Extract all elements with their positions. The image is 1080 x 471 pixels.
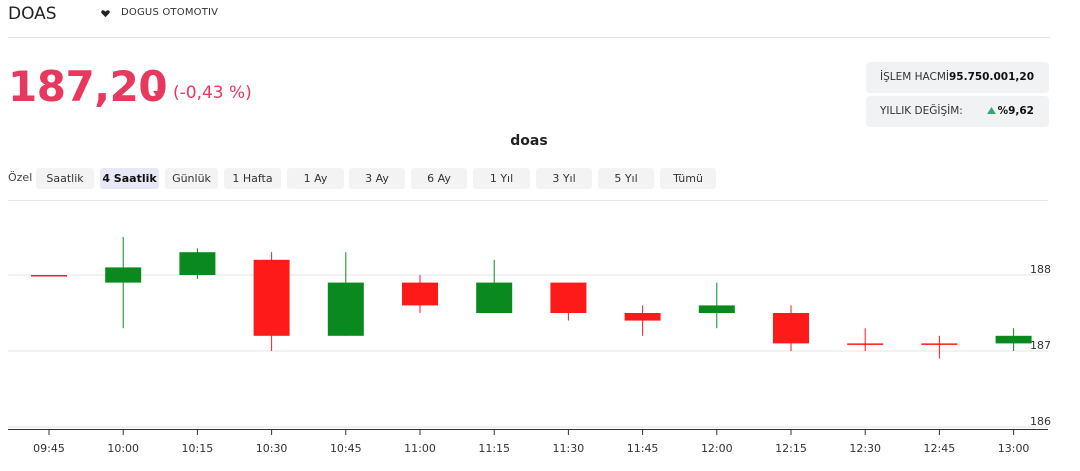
company-name[interactable]: DOGUS OTOMOTIV — [121, 7, 219, 18]
candle-body — [624, 313, 661, 321]
range-button-3-ay[interactable]: 3 Ay — [349, 168, 405, 189]
y-tick-label: 187 — [1030, 339, 1051, 352]
range-button-4-saatlik[interactable]: 4 Saatlik — [100, 168, 159, 189]
candle — [847, 328, 884, 351]
candle — [402, 275, 438, 313]
y-tick-label: 186 — [1030, 415, 1051, 428]
price-change-percent: (-0,43 %) — [173, 83, 252, 103]
candle-body — [253, 259, 290, 336]
x-tick-label: 10:15 — [182, 442, 214, 455]
x-tick-label: 12:45 — [924, 442, 956, 455]
candle — [773, 305, 809, 351]
x-tick-label: 11:30 — [553, 442, 585, 455]
range-button-tümü[interactable]: Tümü — [660, 168, 716, 189]
ticker-symbol: DOAS — [8, 4, 57, 24]
volume-label: İŞLEM HACMİ: — [880, 71, 953, 83]
range-button-1-hafta[interactable]: 1 Hafta — [224, 168, 281, 189]
y-tick-label: 188 — [1030, 263, 1051, 276]
custom-range-label[interactable]: Özel — [8, 171, 33, 184]
range-button-3-yıl[interactable]: 3 Yıl — [536, 168, 592, 189]
down-arrow-icon — [153, 91, 162, 98]
candle-body — [476, 282, 513, 313]
candle — [327, 252, 364, 336]
candle — [105, 237, 142, 329]
chart-title: doas — [510, 133, 548, 149]
range-button-6-ay[interactable]: 6 Ay — [411, 168, 467, 189]
up-arrow-icon — [987, 107, 996, 114]
x-tick-label: 12:15 — [775, 442, 807, 455]
yearly-change-value: %9,62 — [997, 105, 1034, 117]
candle-body — [921, 343, 958, 345]
range-button-saatlik[interactable]: Saatlik — [36, 168, 94, 189]
candle-body — [995, 335, 1032, 344]
x-tick-label: 11:00 — [404, 442, 436, 455]
range-button-günlük[interactable]: Günlük — [165, 168, 218, 189]
range-button-5-yıl[interactable]: 5 Yıl — [598, 168, 654, 189]
heart-dropdown-icon[interactable] — [101, 9, 110, 18]
candle — [179, 248, 216, 279]
x-tick-label: 09:45 — [33, 442, 65, 455]
yearly-change-label: YILLIK DEĞİŞİM: — [880, 105, 963, 117]
x-tick-label: 12:00 — [701, 442, 733, 455]
candle-body — [327, 282, 364, 336]
candle-body — [402, 282, 438, 306]
candle-body — [31, 275, 67, 277]
last-price: 187,20 — [8, 62, 168, 111]
header-bar: DOAS DOGUS OTOMOTIV — [8, 0, 1050, 38]
candlestick-chart: 09:45 10:00 10:15 10:30 10:45 11:00 11:15 11:30… — [8, 200, 1051, 455]
range-button-1-yıl[interactable]: 1 Yıl — [473, 168, 530, 189]
candle-body — [847, 343, 884, 345]
x-tick-label: 11:15 — [478, 442, 510, 455]
candle — [253, 252, 290, 351]
candle — [921, 335, 958, 359]
volume-box: İŞLEM HACMİ: 95.750.001,20 — [866, 62, 1049, 93]
x-tick-label: 13:00 — [998, 442, 1030, 455]
candle — [31, 275, 67, 277]
range-button-1-ay[interactable]: 1 Ay — [287, 168, 344, 189]
x-tick-label: 11:45 — [627, 442, 659, 455]
yearly-change-box: YILLIK DEĞİŞİM: %9,62 — [866, 96, 1049, 127]
candle-body — [698, 305, 735, 313]
volume-value: 95.750.001,20 — [948, 71, 1034, 83]
candle-body — [105, 267, 142, 283]
x-tick-label: 12:30 — [849, 442, 881, 455]
candle — [550, 282, 587, 321]
candle-body — [773, 313, 809, 344]
candle-body — [179, 252, 216, 275]
candle — [476, 259, 513, 313]
x-tick-label: 10:00 — [107, 442, 139, 455]
candle — [624, 305, 661, 336]
candle — [995, 328, 1032, 351]
x-tick-label: 10:45 — [330, 442, 362, 455]
candle-body — [550, 282, 587, 313]
x-tick-label: 10:30 — [256, 442, 288, 455]
candle — [698, 282, 735, 329]
